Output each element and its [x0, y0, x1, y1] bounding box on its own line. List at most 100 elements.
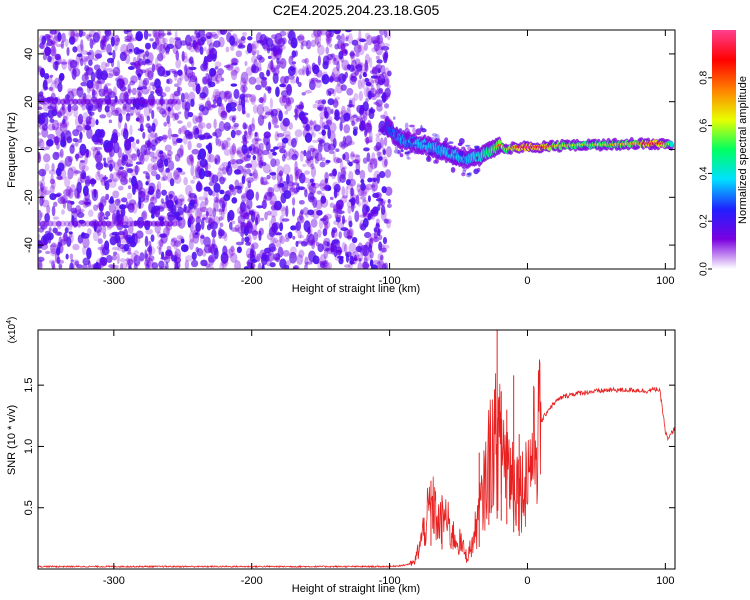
noise-speck: [294, 169, 300, 180]
noise-speck: [365, 32, 371, 40]
noise-speck: [353, 93, 359, 101]
noise-speck: [310, 166, 317, 178]
noise-speck: [97, 102, 103, 113]
noise-speck: [108, 91, 116, 98]
noise-speck: [158, 160, 164, 167]
noise-speck: [102, 232, 107, 240]
noise-speck: [354, 210, 360, 223]
noise-speck: [330, 169, 337, 180]
trace-speck: [473, 168, 479, 175]
noise-speck: [121, 197, 128, 203]
noise-speck: [383, 218, 389, 224]
noise-speck: [349, 50, 355, 59]
noise-speck: [180, 92, 185, 103]
noise-speck: [369, 158, 378, 170]
noise-speck: [372, 259, 381, 265]
noise-speck: [316, 41, 322, 48]
trace-speck: [466, 146, 472, 151]
noise-speck: [199, 233, 205, 245]
noise-speck: [261, 181, 270, 185]
noise-speck: [375, 228, 383, 233]
noise-speck: [162, 135, 167, 143]
noise-speck: [96, 138, 101, 143]
noise-speck: [185, 184, 193, 197]
noise-speck: [207, 32, 213, 37]
noise-speck: [335, 83, 344, 94]
noise-speck: [192, 84, 200, 92]
noise-speck: [338, 50, 344, 60]
noise-speck: [279, 235, 286, 244]
noise-speck: [304, 256, 309, 267]
noise-speck: [105, 67, 114, 72]
noise-speck: [252, 104, 258, 114]
noise-speck: [144, 68, 150, 77]
noise-speck: [289, 187, 294, 193]
noise-speck: [166, 245, 172, 252]
noise-speck: [189, 153, 194, 162]
noise-speck: [246, 112, 251, 118]
noise-speck: [195, 216, 202, 225]
noise-speck: [251, 172, 259, 182]
noise-speck: [145, 46, 150, 51]
noise-speck: [116, 169, 124, 179]
noise-band: [171, 220, 178, 227]
noise-speck: [242, 168, 247, 180]
noise-speck: [372, 206, 379, 215]
noise-speck: [94, 152, 103, 163]
noise-speck: [100, 195, 107, 208]
noise-speck: [349, 75, 357, 85]
noise-speck: [220, 30, 225, 35]
noise-speck: [199, 200, 207, 213]
trace-speck: [404, 122, 409, 130]
noise-speck: [323, 106, 328, 118]
noise-band: [150, 98, 157, 105]
noise-speck: [327, 36, 332, 44]
noise-speck: [174, 199, 179, 205]
noise-speck: [314, 100, 323, 104]
noise-speck: [376, 151, 382, 157]
noise-speck: [107, 179, 113, 183]
snr-ytick-label: 1.0: [23, 439, 35, 454]
noise-speck: [247, 234, 252, 246]
noise-speck: [197, 115, 202, 124]
noise-speck: [219, 164, 226, 172]
noise-speck: [317, 229, 322, 238]
snr-ytick-label: 0.5: [23, 500, 35, 515]
noise-speck: [201, 214, 209, 221]
noise-speck: [292, 266, 299, 269]
trace-speck: [413, 150, 417, 155]
noise-speck: [313, 124, 321, 132]
snr-xtick-label: 100: [656, 575, 674, 587]
trace-speck: [398, 128, 403, 133]
trace-speck: [463, 164, 466, 170]
noise-speck: [58, 263, 63, 269]
noise-speck: [325, 247, 330, 252]
noise-speck: [383, 43, 390, 47]
noise-speck: [188, 190, 192, 203]
noise-speck: [69, 262, 74, 269]
noise-speck: [337, 245, 342, 257]
noise-speck: [75, 204, 82, 216]
noise-speck: [341, 186, 346, 197]
noise-speck: [255, 84, 262, 91]
noise-speck: [362, 157, 368, 164]
noise-speck: [203, 76, 209, 85]
trace-speck: [475, 156, 479, 160]
noise-speck: [210, 70, 218, 82]
noise-speck: [173, 240, 182, 247]
noise-speck: [220, 77, 225, 82]
noise-speck: [127, 83, 131, 93]
noise-speck: [276, 64, 281, 70]
noise-speck: [219, 30, 228, 35]
noise-speck: [237, 39, 246, 45]
noise-speck: [155, 188, 161, 199]
noise-band: [80, 98, 87, 105]
noise-speck: [112, 171, 120, 183]
trace-speck: [399, 153, 404, 158]
noise-speck: [229, 148, 235, 160]
noise-speck: [71, 88, 78, 97]
noise-speck: [215, 135, 219, 146]
noise-speck: [296, 35, 305, 41]
noise-speck: [230, 227, 238, 232]
